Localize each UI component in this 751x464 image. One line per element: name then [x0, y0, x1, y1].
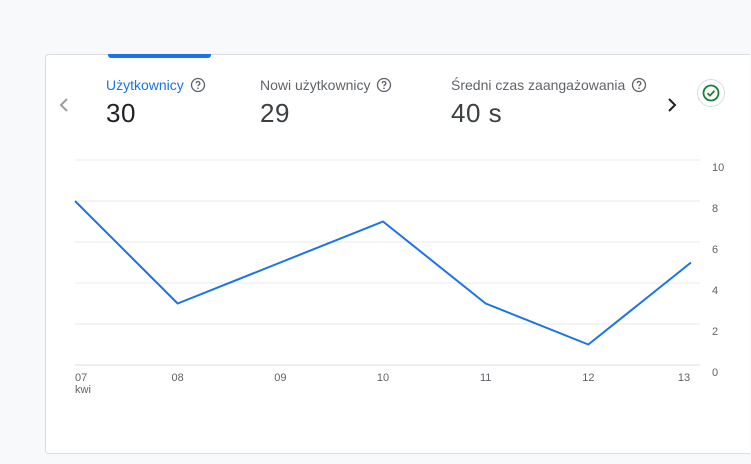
x-tick-label: 08: [172, 372, 184, 384]
status-button[interactable]: [697, 79, 725, 107]
metric-tab-avg-engagement[interactable]: Średni czas zaangażowania 40 s: [451, 74, 647, 129]
series-line[interactable]: [74, 200, 692, 346]
y-tick-label: 0: [712, 367, 718, 379]
help-icon[interactable]: [376, 77, 392, 93]
active-tab-indicator: [108, 54, 211, 58]
metrics-card: [45, 54, 750, 454]
metric-value: 40 s: [451, 98, 503, 128]
help-icon[interactable]: [631, 77, 647, 93]
x-tick-sublabel: kwi: [75, 384, 91, 396]
next-metrics-button[interactable]: [660, 93, 684, 117]
metric-tab-users[interactable]: Użytkownicy 30: [106, 74, 206, 129]
y-tick-label: 8: [712, 203, 718, 215]
y-tick-label: 2: [712, 326, 718, 338]
x-tick-label: 11: [480, 372, 491, 384]
check-circle-icon: [702, 84, 720, 102]
y-tick-label: 10: [712, 162, 724, 174]
chevron-left-icon: [59, 98, 68, 112]
metric-label: Nowi użytkownicy: [260, 77, 371, 93]
metric-label: Średni czas zaangażowania: [451, 77, 626, 93]
metric-value: 30: [106, 98, 136, 128]
x-tick-label: 07: [75, 372, 87, 384]
x-tick-label: 10: [377, 372, 389, 384]
x-tick-label: 12: [582, 372, 594, 384]
x-tick-label: 13: [678, 372, 690, 384]
help-icon[interactable]: [190, 77, 206, 93]
metric-label: Użytkownicy: [106, 77, 184, 93]
x-tick-label: 09: [274, 372, 286, 384]
previous-metrics-button[interactable]: [52, 93, 76, 117]
metric-value: 29: [260, 98, 290, 128]
y-tick-label: 6: [712, 244, 718, 256]
y-tick-label: 4: [712, 285, 718, 297]
chevron-right-icon: [668, 98, 677, 112]
metric-tab-new-users[interactable]: Nowi użytkownicy 29: [260, 74, 392, 129]
